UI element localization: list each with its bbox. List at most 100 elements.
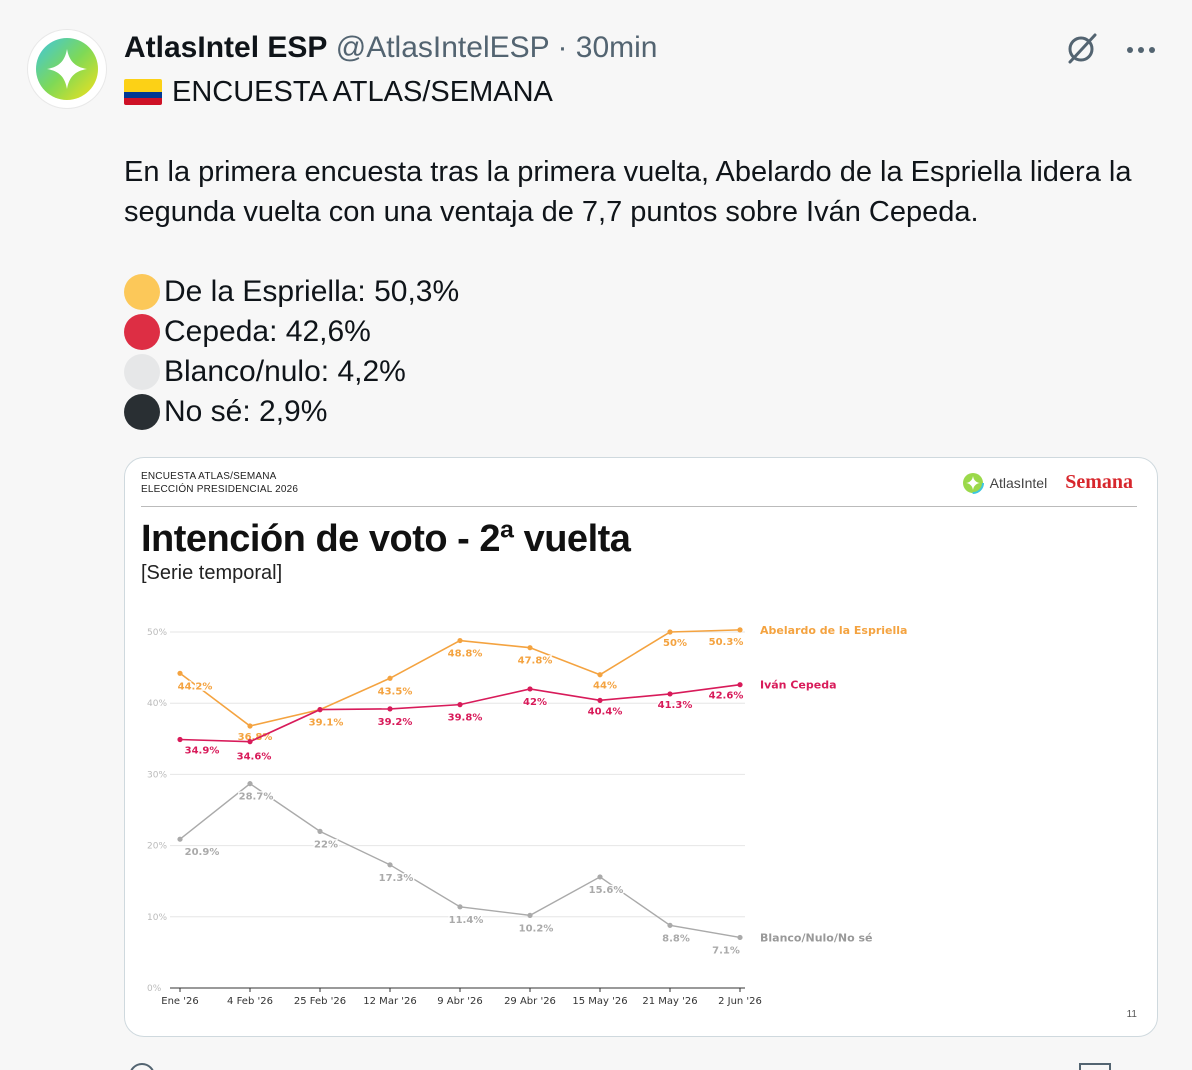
data-label: 28.7% [239, 792, 274, 803]
data-point [667, 691, 673, 697]
data-label: 10.2% [519, 923, 554, 934]
y-tick-label: 50% [147, 628, 167, 638]
tweet-header: AtlasIntel ESP @AtlasIntelESP · 30min [124, 30, 658, 66]
data-point [667, 629, 673, 635]
bullet-text: Cepeda: 42,6% [164, 315, 371, 348]
data-label: 50% [663, 638, 687, 649]
data-label: 20.9% [185, 847, 220, 858]
grok-icon[interactable] [1064, 30, 1100, 71]
data-point [527, 686, 533, 692]
black-circle-icon [124, 394, 160, 430]
list-item: Blanco/nulo: 4,2% [124, 352, 459, 392]
media-card[interactable]: ENCUESTA ATLAS/SEMANA ELECCIÓN PRESIDENC… [124, 457, 1158, 1037]
data-point [527, 645, 533, 651]
data-label: 17.3% [379, 873, 414, 884]
list-item: De la Espriella: 50,3% [124, 272, 459, 312]
user-handle[interactable]: @AtlasIntelESP [335, 31, 550, 64]
data-point [597, 874, 603, 880]
divider [141, 506, 1137, 507]
data-label: 7.1% [712, 945, 740, 956]
tweet-top-actions [1064, 30, 1156, 71]
chart-title: Intención de voto - 2ª vuelta [141, 518, 631, 560]
bookmark-icon [1079, 1063, 1111, 1070]
y-tick-label: 40% [147, 699, 167, 709]
data-label: 44% [593, 681, 617, 692]
line-chart: 0% 10% 20% 30% 40% 50% Ene '26 4 Feb '26 25 Feb … [147, 624, 907, 1007]
data-point [317, 707, 323, 713]
data-label: 11.4% [449, 915, 484, 926]
yellow-circle-icon [124, 274, 160, 310]
data-label: 15.6% [589, 885, 624, 896]
avatar[interactable] [28, 30, 106, 108]
data-label: 40.4% [588, 706, 623, 717]
brand-logos: AtlasIntel Semana [961, 471, 1133, 494]
data-label: 47.8% [518, 656, 553, 667]
more-icon[interactable] [1126, 42, 1156, 60]
list-item: Cepeda: 42,6% [124, 312, 459, 352]
legend-label: Blanco/Nulo/No sé [760, 931, 873, 944]
bullet-text: De la Espriella: 50,3% [164, 275, 460, 308]
atlasintel-wordmark: AtlasIntel [989, 474, 1048, 491]
chart-subtitle: [Serie temporal] [141, 562, 283, 584]
data-point [597, 697, 603, 703]
survey-caption: ENCUESTA ATLAS/SEMANA ELECCIÓN PRESIDENC… [141, 470, 298, 496]
reply-icon [130, 1063, 154, 1070]
x-tick-label: Ene '26 [161, 996, 198, 1007]
data-label: 8.8% [662, 933, 690, 944]
data-point [177, 736, 183, 743]
data-label: 34.9% [185, 746, 220, 757]
data-point [177, 670, 183, 676]
survey-line-1: ENCUESTA ATLAS/SEMANA [141, 471, 277, 482]
data-point [247, 781, 253, 787]
y-tick-label: 0% [147, 984, 162, 994]
data-point [387, 862, 393, 868]
display-name[interactable]: AtlasIntel ESP [124, 31, 328, 64]
series-line [179, 629, 741, 727]
data-label: 43.5% [378, 686, 413, 697]
result-list: De la Espriella: 50,3% Cepeda: 42,6% Bla… [124, 272, 459, 432]
x-tick-label: 9 Abr '26 [437, 996, 483, 1007]
data-point [737, 682, 743, 688]
atlasintel-logo-icon [36, 38, 98, 100]
data-point [667, 922, 673, 928]
data-label: 39.2% [378, 717, 413, 728]
data-label: 39.1% [309, 718, 344, 729]
data-point [737, 627, 743, 633]
bullet-text: No sé: 2,9% [164, 395, 328, 428]
atlasintel-logo-icon [961, 471, 984, 494]
data-point [247, 739, 253, 745]
data-label: 41.3% [658, 700, 693, 711]
page-number: 11 [1126, 1009, 1137, 1020]
data-label: 42.6% [709, 691, 744, 702]
data-label: 39.8% [448, 713, 483, 724]
semana-wordmark: Semana [1065, 471, 1133, 493]
data-label: 44.2% [178, 681, 213, 692]
timestamp[interactable]: 30min [575, 31, 658, 64]
white-circle-icon [124, 354, 160, 390]
y-tick-label: 10% [147, 913, 167, 923]
data-point [527, 912, 533, 918]
data-point [247, 723, 253, 729]
data-label: 42% [523, 697, 547, 708]
data-label: 48.8% [448, 649, 483, 660]
atlasintel-brand: AtlasIntel [961, 471, 1048, 494]
colombia-flag-icon [124, 79, 162, 105]
data-point [737, 934, 743, 941]
x-tick-label: 12 Mar '26 [363, 996, 416, 1007]
x-tick-label: 4 Feb '26 [227, 996, 273, 1007]
y-tick-label: 20% [147, 842, 167, 852]
data-point [457, 702, 463, 708]
data-point [317, 828, 323, 834]
survey-line-2: ELECCIÓN PRESIDENCIAL 2026 [141, 484, 299, 495]
data-point [387, 706, 393, 712]
separator: · [557, 31, 568, 64]
data-point [457, 904, 463, 910]
action-bar [130, 1063, 1111, 1070]
list-item: No sé: 2,9% [124, 392, 459, 432]
x-tick-label: 21 May '26 [642, 996, 697, 1007]
data-label: 50.3% [709, 637, 744, 648]
data-point [457, 637, 463, 644]
data-label: 34.6% [237, 752, 272, 763]
x-tick-label: 25 Feb '26 [294, 996, 346, 1007]
data-point [597, 672, 603, 678]
